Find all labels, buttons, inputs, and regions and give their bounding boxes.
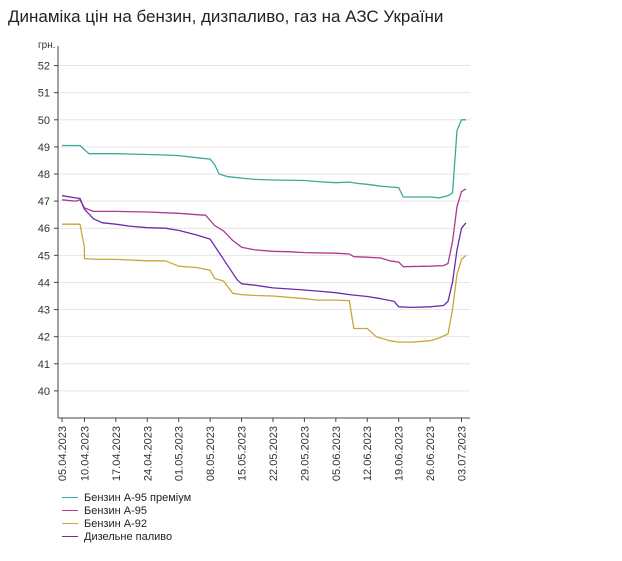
x-axis-ticks: 05.04.2023 10.04.2023 17.04.2023 24.04.2023… [57, 418, 469, 481]
legend: Бензин А-95 преміум Бензин А-95 Бензин А-9… [62, 491, 191, 543]
x-tick-label: 29.05.2023 [299, 426, 311, 481]
chart-title: Динаміка цін на бензин, дизпаливо, газ н… [8, 7, 444, 26]
x-tick-label: 08.05.2023 [205, 426, 217, 481]
series-line [62, 223, 467, 343]
axes [57, 46, 470, 419]
y-tick-label: 45 [38, 250, 50, 262]
x-tick-label: 24.04.2023 [142, 426, 154, 481]
y-tick-label: 46 [38, 223, 50, 235]
legend-item: Бензин А-92 [62, 517, 191, 530]
legend-item: Бензин А-95 [62, 504, 191, 517]
y-tick-label: 44 [38, 277, 50, 289]
legend-label: Бензин А-95 [84, 504, 147, 517]
legend-label: Дизельне паливо [84, 530, 173, 543]
x-tick-label: 05.04.2023 [57, 426, 69, 481]
y-axis-ticks: 40 41 42 43 44 45 46 47 48 49 50 51 52 [38, 61, 58, 398]
y-tick-label: 48 [38, 169, 50, 181]
y-tick-label: 47 [38, 196, 50, 208]
legend-item: Бензин А-95 преміум [62, 491, 191, 504]
x-tick-label: 05.06.2023 [331, 426, 343, 481]
legend-swatch [62, 536, 78, 537]
y-tick-label: 40 [38, 386, 50, 398]
series-line [61, 195, 467, 309]
x-tick-label: 01.05.2023 [174, 426, 186, 481]
x-tick-label: 15.05.2023 [237, 426, 249, 481]
legend-label: Бензин А-95 преміум [84, 491, 192, 504]
legend-label: Бензин А-92 [84, 517, 147, 530]
x-tick-label: 03.07.2023 [457, 426, 469, 481]
y-tick-label: 52 [38, 61, 50, 73]
y-tick-label: 51 [38, 88, 50, 100]
x-tick-label: 10.04.2023 [79, 426, 91, 481]
legend-swatch [62, 510, 78, 511]
y-axis-label: грн. [38, 40, 56, 51]
legend-swatch [62, 497, 78, 498]
y-tick-label: 42 [38, 332, 50, 344]
y-tick-label: 41 [38, 359, 50, 371]
y-tick-label: 43 [38, 305, 50, 317]
series-lines [61, 119, 467, 343]
series-line [61, 188, 467, 268]
x-tick-label: 26.06.2023 [425, 426, 437, 481]
legend-swatch [62, 523, 78, 524]
x-tick-label: 12.06.2023 [362, 426, 374, 481]
x-tick-label: 19.06.2023 [394, 426, 406, 481]
series-line [62, 119, 466, 199]
gridlines [58, 65, 470, 392]
x-tick-label: 17.04.2023 [111, 426, 123, 481]
y-tick-label: 50 [38, 115, 50, 127]
legend-item: Дизельне паливо [62, 530, 191, 543]
y-tick-label: 49 [38, 142, 50, 154]
x-tick-label: 22.05.2023 [268, 426, 280, 481]
